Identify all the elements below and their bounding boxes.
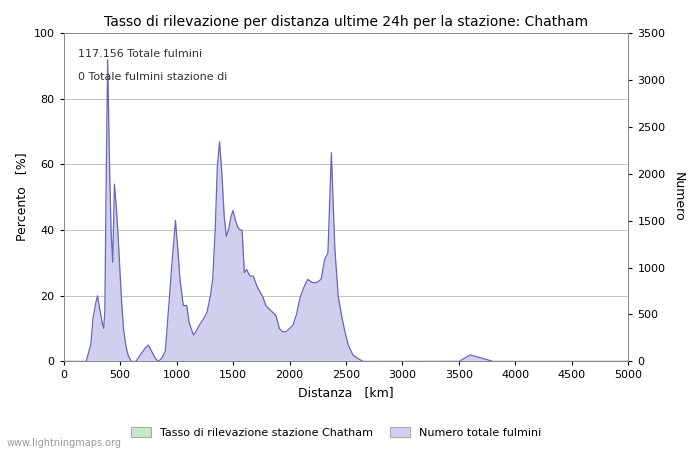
Y-axis label: Numero: Numero xyxy=(672,172,685,222)
X-axis label: Distanza   [km]: Distanza [km] xyxy=(298,386,394,399)
Title: Tasso di rilevazione per distanza ultime 24h per la stazione: Chatham: Tasso di rilevazione per distanza ultime… xyxy=(104,15,588,29)
Text: 117.156 Totale fulmini: 117.156 Totale fulmini xyxy=(78,50,202,59)
Text: 0 Totale fulmini stazione di: 0 Totale fulmini stazione di xyxy=(78,72,227,82)
Legend: Tasso di rilevazione stazione Chatham, Numero totale fulmini: Tasso di rilevazione stazione Chatham, N… xyxy=(127,423,545,442)
Text: www.lightningmaps.org: www.lightningmaps.org xyxy=(7,438,122,448)
Y-axis label: Percento   [%]: Percento [%] xyxy=(15,153,28,242)
